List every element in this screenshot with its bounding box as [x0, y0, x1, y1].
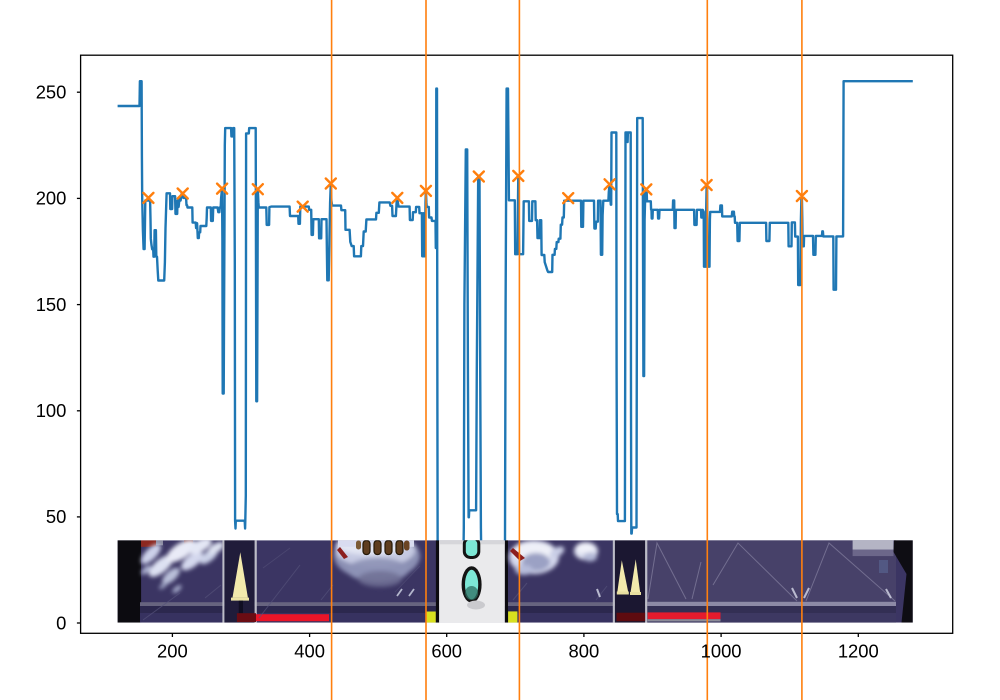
svg-text:600: 600	[431, 641, 462, 662]
svg-text:150: 150	[36, 294, 67, 315]
svg-text:1000: 1000	[701, 641, 742, 662]
svg-text:400: 400	[294, 641, 325, 662]
svg-text:100: 100	[36, 400, 67, 421]
svg-text:50: 50	[46, 506, 66, 527]
svg-text:250: 250	[36, 82, 67, 103]
svg-text:1200: 1200	[838, 641, 879, 662]
svg-text:200: 200	[157, 641, 188, 662]
svg-text:800: 800	[569, 641, 600, 662]
svg-text:0: 0	[56, 612, 66, 633]
svg-text:200: 200	[36, 188, 67, 209]
